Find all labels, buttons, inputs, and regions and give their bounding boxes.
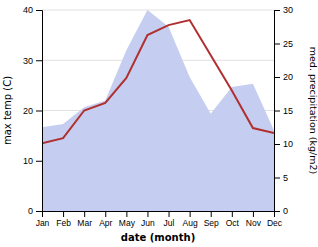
tick-mark [36,10,42,11]
tick: May [119,211,136,228]
tick: 30 [23,56,42,66]
tick-mark [36,211,42,212]
y-axis: 0 10 20 30 40 [23,5,43,216]
y-axis-title: max temp (C) [2,76,13,145]
tick-label: Nov [246,218,262,228]
tick-label: Feb [56,218,71,228]
tick-label: Mar [77,218,92,228]
axis-line [43,212,275,218]
tick: 0 [28,206,42,216]
tick: Nov [246,211,262,228]
y2-axis: 0 5 10 15 20 25 30 [274,5,293,216]
tick-mark [126,211,127,217]
tick: 10 [23,156,42,166]
tick-label: 20 [283,72,293,82]
tick: 15 [274,106,293,116]
grid-line [42,10,274,11]
tick-mark [274,44,280,45]
axis-line [36,11,43,212]
tick-mark [36,161,42,162]
grid [42,10,274,211]
tick: Jun [141,211,155,228]
tick-label: 30 [23,56,33,66]
tick-mark [169,211,170,217]
tick-label: May [119,218,136,228]
tick-label: Oct [226,218,240,228]
tick: Jan [36,211,50,228]
tick-mark [274,10,280,11]
tick: Oct [226,211,240,228]
tick: Dec [267,211,283,228]
tick-mark [253,211,254,217]
tick-mark [274,111,280,112]
tick: Mar [77,211,92,228]
tick-label: 40 [23,5,33,15]
plot: JanFebMarAprMayJunJulAugSepOctNovDec0102… [23,5,293,228]
marks [42,10,274,211]
tick: Jul [164,211,175,228]
tick-label: 10 [283,139,293,149]
tick-mark [211,211,212,217]
tick-label: Sep [204,218,219,228]
tick-label: Aug [183,218,198,228]
tick: 5 [274,173,288,183]
tick-label: Jun [141,218,155,228]
tick-mark [84,211,85,217]
tick: 30 [274,5,293,15]
tick: Feb [56,211,71,228]
y2-axis-title: med. precipitation (kg/m2) [308,47,318,174]
tick: 40 [23,5,42,15]
tick-label: Jan [36,218,50,228]
tick: 20 [274,72,293,82]
tick-mark [274,144,280,145]
tick-label: 20 [23,106,33,116]
x-axis: Jan Feb Mar Apr May Jun Jul Aug Sep Oct Nov Dec [36,211,283,228]
tick-label: 0 [28,206,33,216]
x-axis-title: date (month) [121,232,195,243]
tick: 20 [23,106,42,116]
tick: 25 [274,39,293,49]
tick-mark [63,211,64,217]
tick-mark [36,111,42,112]
tick: Sep [204,211,219,228]
tick-mark [147,211,148,217]
tick-label: Apr [99,218,112,228]
line [42,20,274,143]
axis-line [275,11,281,212]
tick-mark [190,211,191,217]
tick-label: 10 [23,156,33,166]
tick: Aug [183,211,198,228]
tick-label: 25 [283,39,293,49]
tick-label: 15 [283,106,293,116]
tick-mark [274,211,280,212]
tick-label: 5 [283,173,288,183]
tick: 10 [274,139,293,149]
tick-label: 0 [283,206,288,216]
tick-label: Dec [267,218,283,228]
tick-mark [274,178,280,179]
tick-label: 30 [283,5,293,15]
tick-mark [36,60,42,61]
tick-label: Jul [164,218,175,228]
tick-mark [274,77,280,78]
tick: 0 [274,206,288,216]
chart: JanFebMarAprMayJunJulAugSepOctNovDec0102… [0,0,318,247]
tick: Apr [99,211,112,228]
tick-mark [232,211,233,217]
tick-mark [105,211,106,217]
area [42,10,274,211]
